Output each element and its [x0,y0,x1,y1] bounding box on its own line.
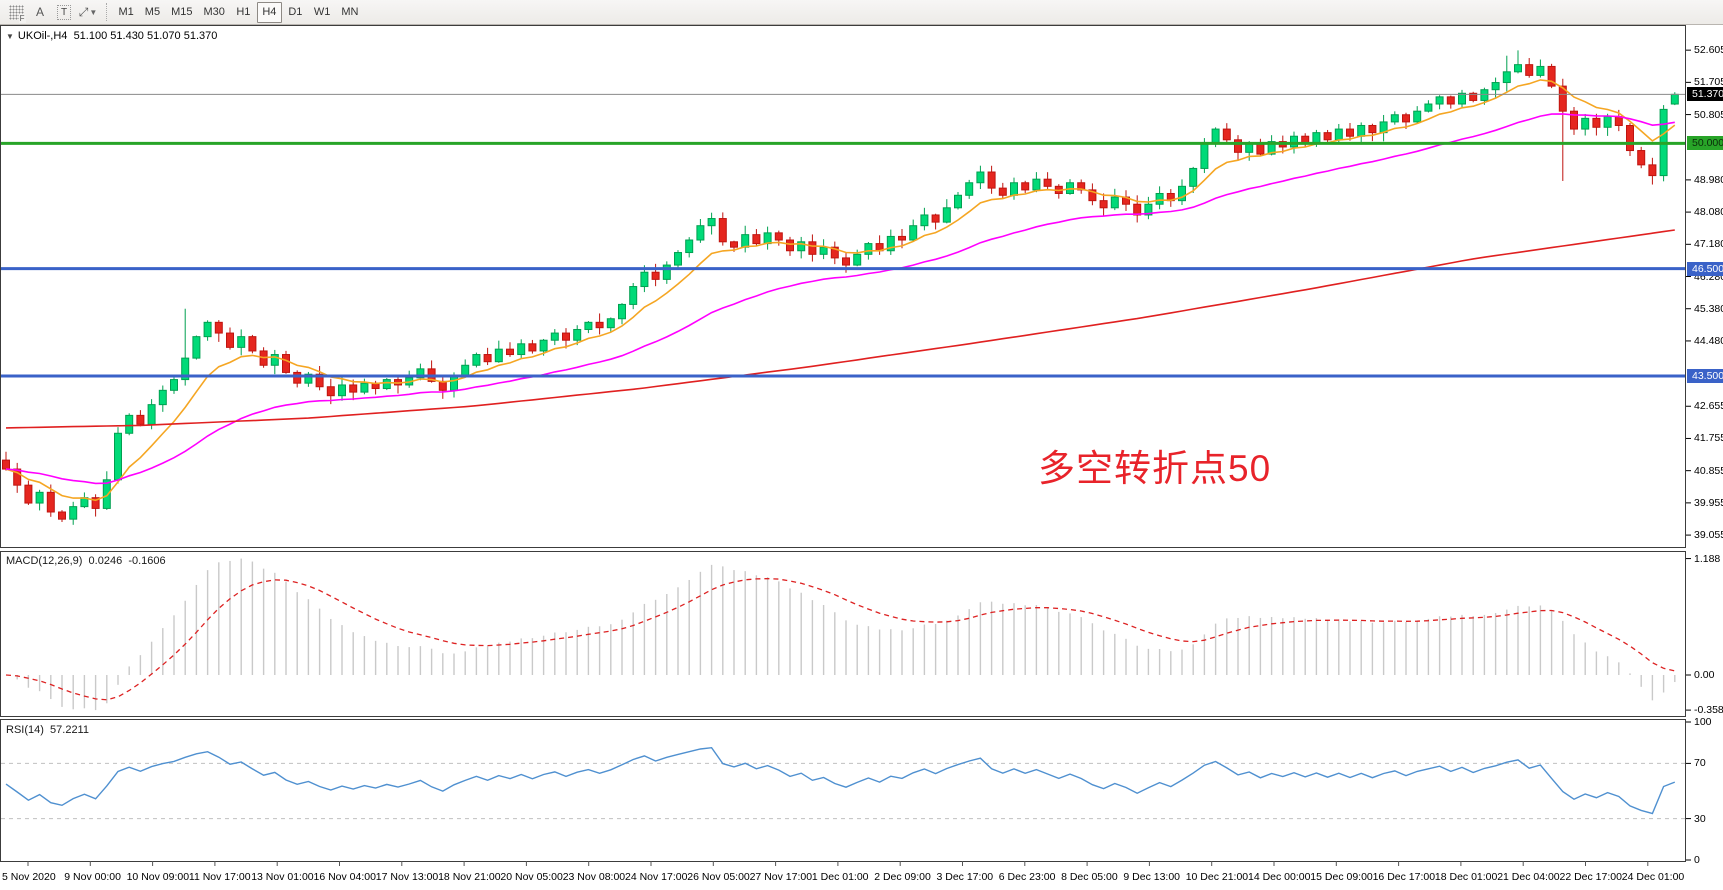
y-axis-tick-label: 52.605 [1694,44,1723,57]
textbox-tool-icon[interactable]: T [54,2,74,22]
timeframe-button-mn[interactable]: MN [336,2,363,23]
chart-annotation-text: 多空转折点50 [1038,448,1272,489]
y-axis-tick-label: 48.080 [1694,206,1723,219]
y-axis-tick-label: 42.655 [1694,400,1723,413]
grid-tool-icon[interactable]: F [6,2,26,23]
y-axis-tick-label: 39.955 [1694,496,1723,509]
macd-label: MACD(12,26,9) 0.0246 -0.1606 [6,555,166,567]
macd-signal-value: -0.1606 [128,555,166,567]
symbol-label: UKOil-,H4 [17,30,68,42]
timeframe-button-m1[interactable]: M1 [114,2,139,23]
textbox-letter: T [56,4,72,20]
x-axis-label: 6 Dec 23:00 [998,871,1056,883]
timeframe-button-m5[interactable]: M5 [140,2,165,23]
price-level-badge: 46.500 [1687,261,1723,276]
cursor-tool-icon[interactable]: ⤢ ▼ [78,2,98,22]
x-axis-label: 5 Nov 2020 [2,871,56,883]
y-axis-tick-label: 48.980 [1694,173,1723,186]
x-axis-label: 11 Nov 17:00 [188,871,251,883]
timeframe-button-h1[interactable]: H1 [231,2,256,23]
y-axis-tick-label: 50.805 [1694,108,1723,121]
x-axis-label: 16 Nov 04:00 [313,871,376,883]
timeframe-button-m15[interactable]: M15 [166,2,197,23]
x-axis-label: 1 Dec 01:00 [811,871,869,883]
dotted-grid-icon: F [8,4,26,23]
move-arrows-icon: ⤢ [78,4,89,19]
y-axis-tick-label: 44.480 [1694,334,1723,347]
timeframe-button-w1[interactable]: W1 [309,2,336,23]
y-axis-tick-label: 39.055 [1694,529,1723,542]
x-axis-label: 24 Dec 01:00 [1621,871,1685,883]
timeframe-button-m30[interactable]: M30 [198,2,229,23]
timeframe-button-h4[interactable]: H4 [256,1,282,23]
x-axis-label: 14 Dec 00:00 [1248,871,1311,883]
x-axis-label: 26 Nov 05:00 [687,871,750,883]
macd-name: MACD(12,26,9) [6,555,83,567]
ohlc-low: 51.070 [147,30,181,42]
collapse-triangle-icon[interactable]: ▼ [6,32,14,41]
x-axis-label: 8 Dec 05:00 [1061,871,1118,883]
ohlc-open: 51.100 [73,30,108,42]
chevron-down-icon[interactable]: ▼ [89,7,98,17]
macd-axis-tick-label: -0.3582 [1694,704,1723,717]
rsi-label: RSI(14) 57.2211 [6,724,89,736]
x-axis-label: 10 Dec 21:00 [1185,871,1249,883]
macd-axis-tick-label: 0.00 [1694,669,1715,681]
x-axis-label: 23 Nov 08:00 [562,871,626,883]
rsi-name: RSI(14) [6,724,44,736]
x-axis-label: 17 Nov 13:00 [375,871,439,883]
y-axis-tick-label: 51.705 [1694,76,1723,89]
y-axis-tick-label: 46.280 [1694,270,1723,283]
rsi-value: 57.2211 [50,724,89,736]
price-level-badge: 43.500 [1687,369,1723,383]
text-label-tool-icon[interactable]: A [35,5,44,19]
x-axis-label: 20 Nov 05:00 [500,871,563,883]
x-axis-label: 2 Dec 09:00 [874,871,931,883]
timeframe-button-d1[interactable]: D1 [283,2,308,23]
x-axis-label: 21 Dec 04:00 [1497,871,1560,883]
ohlc-high: 51.430 [110,30,144,42]
ohlc-close: 51.370 [183,30,218,42]
rsi-axis-tick-label: 30 [1694,812,1706,825]
x-axis-label: 15 Dec 09:00 [1310,871,1373,883]
price-plot [0,25,1691,866]
y-axis-tick-label: 45.380 [1694,302,1723,315]
x-axis-label: 9 Dec 13:00 [1123,871,1181,883]
chart-title: ▼ UKOil-,H4 51.100 51.430 51.070 51.370 [6,30,217,42]
x-axis-label: 27 Nov 17:00 [749,871,813,883]
price-level-badge: 50.000 [1687,136,1723,151]
rsi-axis-tick-label: 100 [1694,716,1712,728]
y-axis-tick-label: 40.855 [1694,464,1723,477]
toolbar-separator [106,3,107,21]
y-axis-tick-label: 41.755 [1694,432,1723,445]
x-axis-label: 3 Dec 17:00 [936,871,994,883]
chart-canvas[interactable] [0,25,1723,890]
rsi-axis-tick-label: 70 [1694,757,1706,770]
x-axis-label: 13 Nov 01:00 [251,871,314,883]
x-axis-label: 22 Dec 17:00 [1559,871,1622,883]
price-level-badge: 51.370 [1687,87,1723,102]
grid-tool-letter: F [18,13,26,23]
x-axis-label: 16 Dec 17:00 [1372,871,1436,883]
timeframe-group: M1 M5 M15 M30 H1 H4 D1 W1 MN [113,1,364,23]
macd-axis-tick-label: 1.188 [1694,552,1721,565]
x-axis-label: 18 Dec 01:00 [1434,871,1498,883]
macd-value: 0.0246 [88,555,123,567]
toolbar: F A T ⤢ ▼ M1 M5 M15 M30 H1 H4 D1 W1 MN [0,0,1723,25]
x-axis-label: 9 Nov 00:00 [64,871,121,883]
y-axis-tick-label: 47.180 [1694,238,1723,251]
x-axis-label: 18 Nov 21:00 [438,871,501,883]
x-axis-label: 24 Nov 17:00 [625,871,688,883]
rsi-axis-tick-label: 0 [1694,854,1700,866]
x-axis-label: 10 Nov 09:00 [126,871,190,883]
